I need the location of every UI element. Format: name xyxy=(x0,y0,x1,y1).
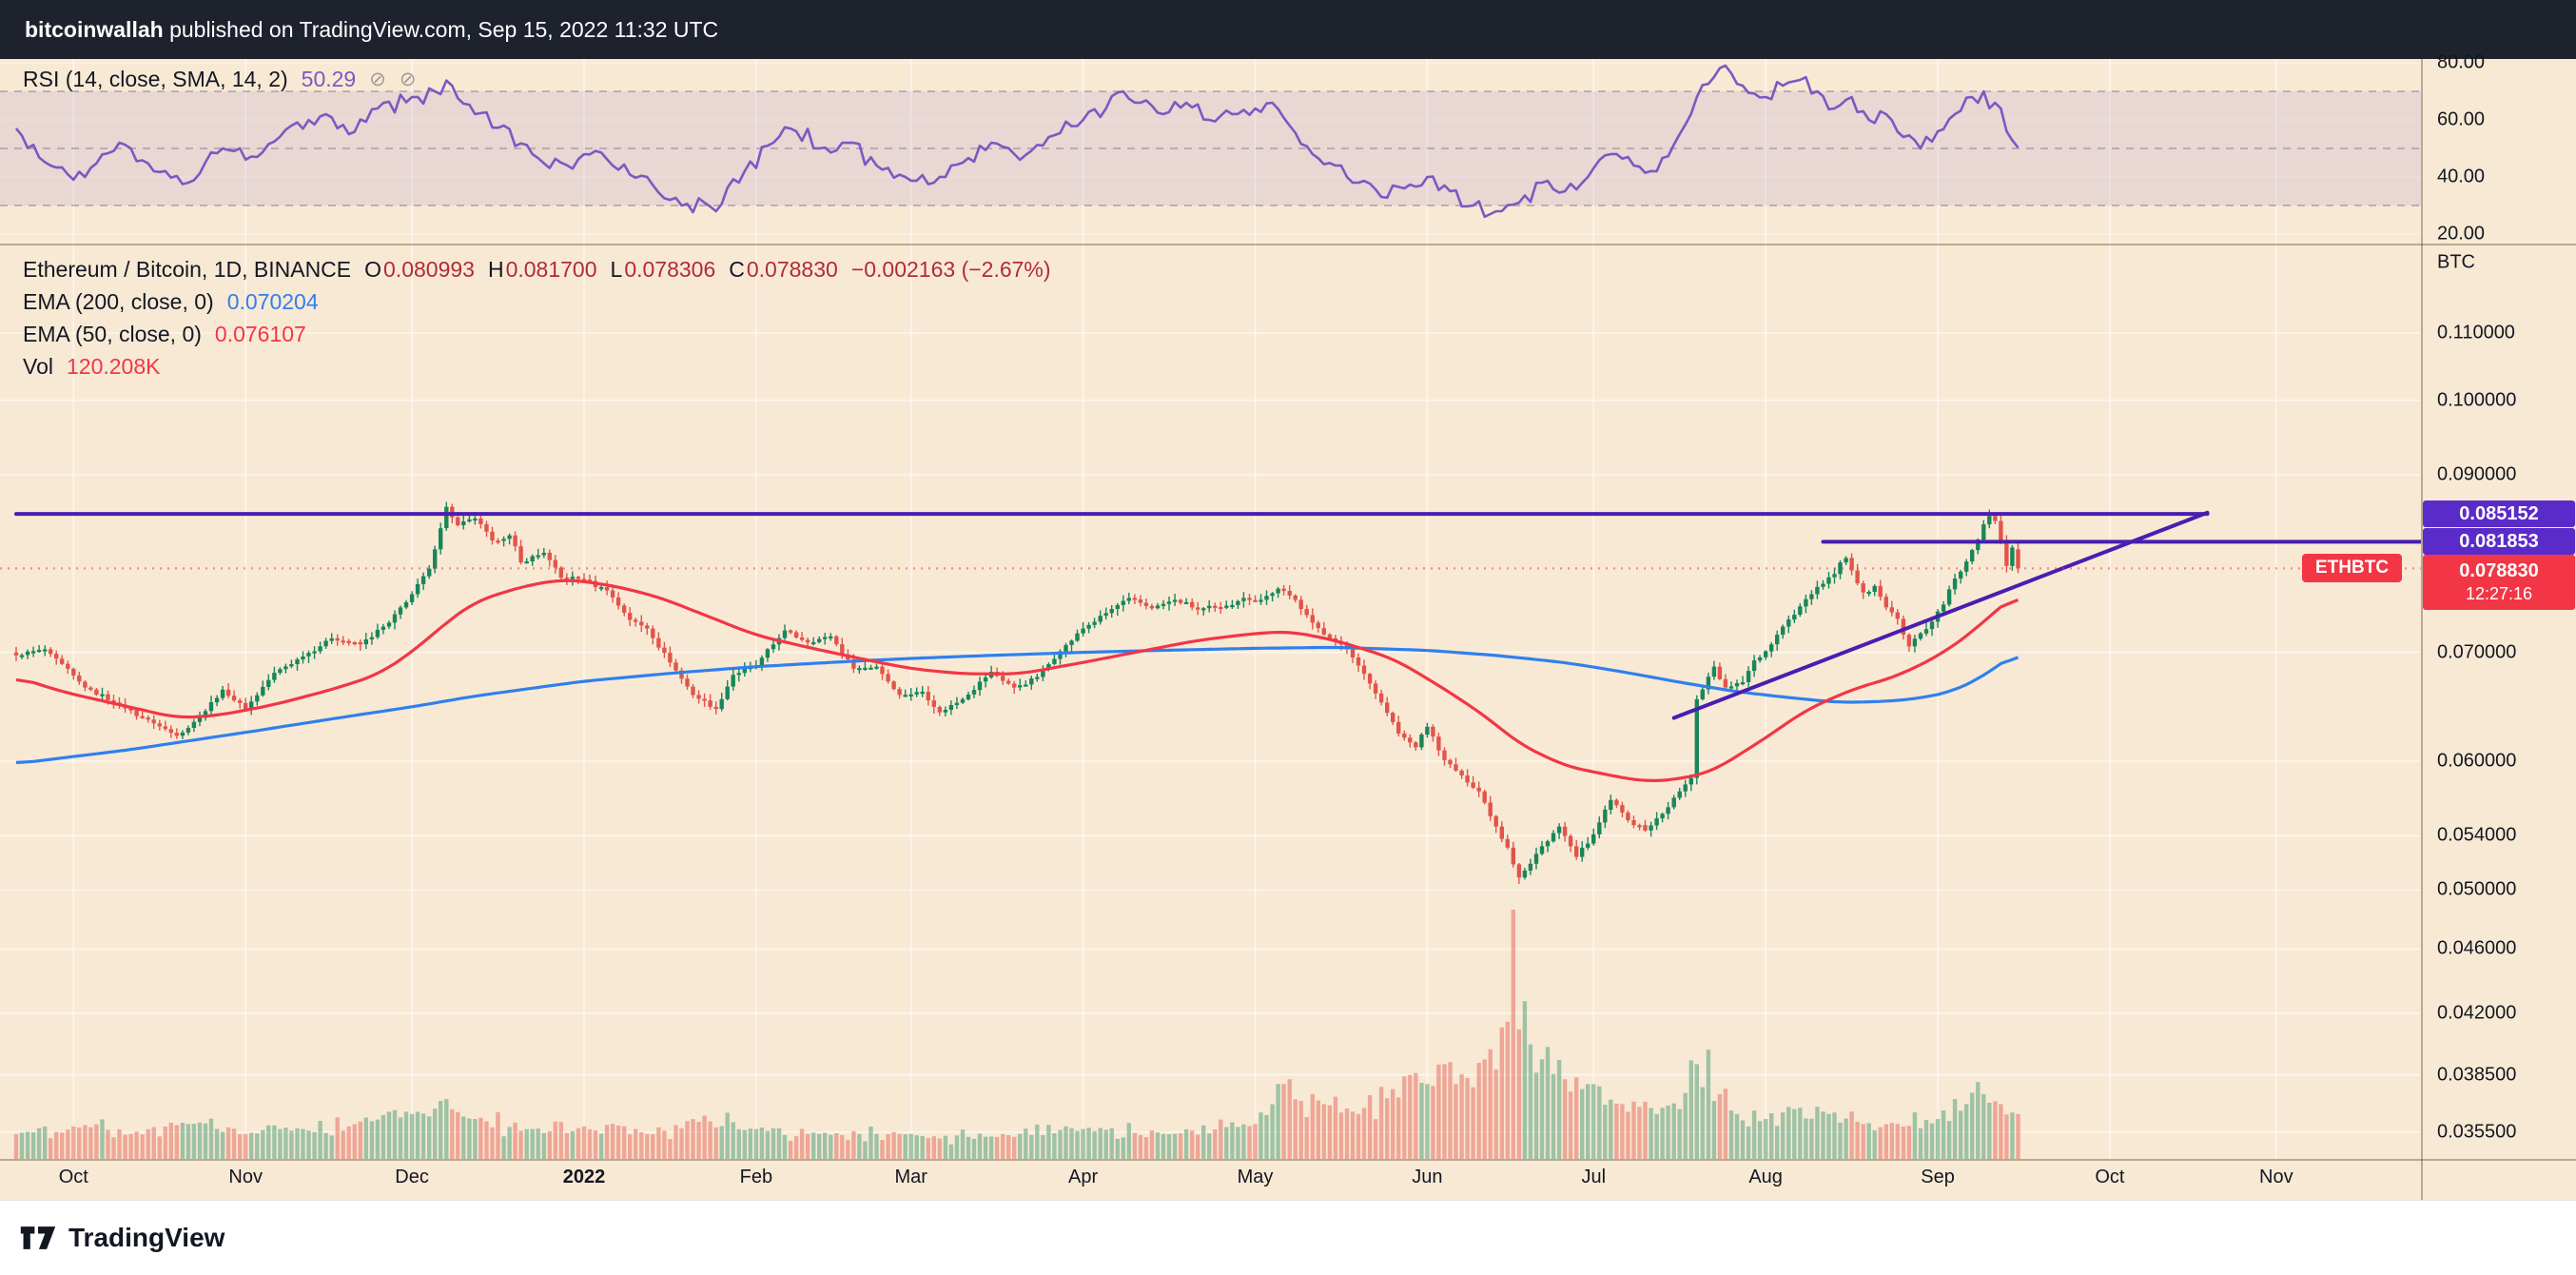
time-axis-label: Nov xyxy=(2259,1167,2293,1187)
price-tick-label: 0.050000 xyxy=(2437,878,2517,900)
price-axis[interactable]: BTC 0.110000 0.100000 0.090000 0.070000 0.060… xyxy=(2422,52,2576,1200)
price-tick-label: 0.100000 xyxy=(2437,389,2517,411)
publisher-name[interactable]: bitcoinwallah xyxy=(25,16,164,42)
price-tick-label: 0.090000 xyxy=(2437,463,2517,485)
ema200-label[interactable]: EMA (200, close, 0) xyxy=(23,289,214,314)
volume-value: 120.208K xyxy=(66,354,161,379)
rsi-settings-icon[interactable]: ⊘ xyxy=(399,69,417,90)
time-axis-label: Dec xyxy=(395,1167,429,1187)
volume-label[interactable]: Vol xyxy=(23,354,53,379)
price-tick-label: 0.035500 xyxy=(2437,1121,2517,1143)
rsi-legend: RSI (14, close, SMA, 14, 2) 50.29 ⊘ ⊘ xyxy=(23,67,416,92)
time-axis-label: May xyxy=(1237,1167,1274,1187)
symbol-legend-row: Ethereum / Bitcoin, 1D, BINANCE O 0.08099… xyxy=(23,255,1051,284)
rsi-tick-label: 60.00 xyxy=(2437,108,2486,130)
ohlc-values: O 0.080993 H 0.081700 L 0.078306 C 0.078830 xyxy=(364,255,838,284)
symbol-price-tag: ETHBTC xyxy=(2302,554,2403,583)
ohlc-c: C 0.078830 xyxy=(729,257,838,282)
price-tick-label: 0.038500 xyxy=(2437,1064,2517,1086)
main-legend: Ethereum / Bitcoin, 1D, BINANCE O 0.08099… xyxy=(23,255,1051,382)
rsi-tick-label: 20.00 xyxy=(2437,223,2486,245)
volume-row: Vol 120.208K xyxy=(23,352,1051,382)
time-axis-label: Jun xyxy=(1412,1167,1443,1187)
price-tick-label: 0.110000 xyxy=(2437,322,2515,343)
time-axis-separator xyxy=(0,1159,2576,1161)
pane-separator xyxy=(0,244,2576,245)
ema200-row: EMA (200, close, 0) 0.070204 xyxy=(23,287,1051,317)
rsi-tick-label: 80.00 xyxy=(2437,51,2486,73)
ema50-value: 0.076107 xyxy=(214,322,306,346)
time-axis-label: 2022 xyxy=(562,1167,606,1187)
axis-currency-label: BTC xyxy=(2437,251,2475,273)
time-axis-label: Jul xyxy=(1581,1167,1607,1187)
rsi-tick-label: 40.00 xyxy=(2437,166,2486,187)
time-axis-label: Feb xyxy=(739,1167,773,1187)
ema200-value: 0.070204 xyxy=(226,289,319,314)
last-price-badge: 0.078830 12:27:16 xyxy=(2423,554,2575,610)
last-price-value: 0.078830 xyxy=(2459,559,2539,581)
publish-info: published on TradingView.com, Sep 15, 20… xyxy=(163,16,719,42)
time-axis-label: Sep xyxy=(1921,1167,1955,1187)
time-axis-label: Nov xyxy=(228,1167,263,1187)
ema50-row: EMA (50, close, 0) 0.076107 xyxy=(23,320,1051,349)
chart-canvas[interactable] xyxy=(0,59,2421,1159)
ohlc-h: H 0.081700 xyxy=(487,257,597,282)
price-tick-label: 0.046000 xyxy=(2437,937,2517,959)
price-tick-label: 0.060000 xyxy=(2437,750,2517,772)
rsi-value: 50.29 xyxy=(301,67,357,91)
price-tick-label: 0.070000 xyxy=(2437,641,2517,663)
tradingview-logo-icon[interactable] xyxy=(19,1225,57,1251)
publish-bar: bitcoinwallah published on TradingView.c… xyxy=(0,0,2576,59)
time-axis[interactable]: Oct Nov Dec 2022 Feb Mar Apr May Jun Jul Aug Sep Oct… xyxy=(0,1159,2421,1200)
time-axis-label: Oct xyxy=(58,1167,88,1187)
change-value: −0.002163 (−2.67%) xyxy=(850,257,1051,282)
resistance-price-badge: 0.081853 xyxy=(2423,528,2575,556)
time-axis-label: Oct xyxy=(2095,1167,2125,1187)
symbol-title[interactable]: Ethereum / Bitcoin, 1D, BINANCE xyxy=(23,257,352,282)
time-axis-label: Apr xyxy=(1068,1167,1099,1187)
ohlc-l: L 0.078306 xyxy=(610,257,716,282)
rsi-hide-icon[interactable]: ⊘ xyxy=(369,69,386,90)
time-axis-label: Mar xyxy=(894,1167,927,1187)
axis-separator xyxy=(2421,59,2423,1200)
ema50-label[interactable]: EMA (50, close, 0) xyxy=(23,322,202,346)
price-tick-label: 0.042000 xyxy=(2437,1002,2517,1024)
bar-countdown: 12:27:16 xyxy=(2465,583,2533,603)
footer: TradingView xyxy=(0,1200,2576,1275)
time-axis-label: Aug xyxy=(1748,1167,1783,1187)
tradingview-brand-link[interactable]: TradingView xyxy=(68,1223,225,1252)
price-tick-label: 0.054000 xyxy=(2437,824,2517,846)
resistance-price-badge: 0.085152 xyxy=(2423,500,2575,528)
rsi-title[interactable]: RSI (14, close, SMA, 14, 2) xyxy=(23,67,288,91)
ohlc-o: O 0.080993 xyxy=(364,257,475,282)
